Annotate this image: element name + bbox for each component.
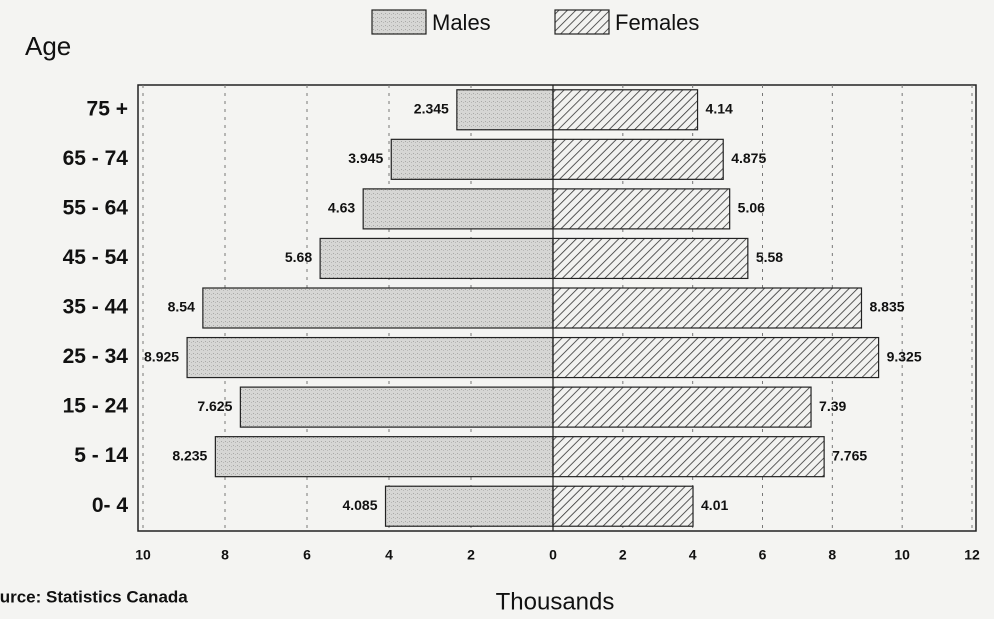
- data-label: 7.39: [819, 398, 846, 414]
- data-label: 8.925: [144, 348, 179, 364]
- bar: [384, 485, 554, 527]
- data-label: 7.765: [832, 447, 867, 463]
- bar: [552, 188, 731, 230]
- x-tick-label: 6: [303, 547, 311, 563]
- y-tick-label: 0- 4: [92, 494, 129, 517]
- x-tick-label: 4: [385, 547, 393, 563]
- bar: [552, 386, 812, 428]
- bar: [552, 237, 749, 280]
- x-tick-label: 6: [759, 547, 767, 563]
- bar: [456, 89, 554, 131]
- y-tick-label: 65 - 74: [63, 147, 129, 170]
- data-label: 5.06: [738, 200, 765, 216]
- legend-label: Females: [615, 10, 699, 35]
- data-label: 5.58: [756, 249, 783, 265]
- data-label: 9.325: [887, 348, 922, 364]
- x-tick-label: 8: [221, 547, 229, 563]
- x-tick-label: 8: [828, 547, 836, 563]
- bar: [390, 138, 554, 180]
- y-tick-label: 35 - 44: [63, 296, 129, 319]
- data-label: 4.01: [701, 497, 728, 513]
- bar: [552, 287, 863, 329]
- x-tick-label: 2: [467, 547, 475, 563]
- bar: [552, 138, 724, 180]
- source-note: Source: Statistics Canada: [0, 587, 188, 606]
- bar: [186, 336, 554, 379]
- x-tick-label: 10: [135, 547, 151, 563]
- data-label: 7.625: [197, 398, 232, 414]
- bar: [202, 287, 554, 329]
- bar: [214, 436, 554, 478]
- bar: [239, 386, 554, 428]
- x-tick-label: 2: [619, 547, 627, 563]
- x-tick-label: 4: [689, 547, 697, 563]
- data-label: 4.14: [706, 100, 733, 116]
- x-tick-label: 0: [549, 547, 557, 563]
- bar: [552, 89, 699, 131]
- data-label: 8.835: [869, 299, 904, 315]
- data-label: 8.235: [172, 447, 207, 463]
- bar: [552, 436, 825, 478]
- data-label: 5.68: [285, 249, 312, 265]
- data-label: 8.54: [168, 299, 195, 315]
- chart-title: Age: [25, 31, 71, 61]
- y-tick-label: 25 - 34: [63, 345, 129, 368]
- legend-label: Males: [432, 10, 491, 35]
- bar: [552, 336, 880, 379]
- y-tick-label: 45 - 54: [63, 246, 129, 269]
- x-tick-label: 12: [964, 547, 980, 563]
- data-label: 2.345: [414, 100, 449, 116]
- bar: [319, 237, 554, 280]
- x-tick-label: 10: [894, 547, 910, 563]
- bar: [362, 188, 554, 230]
- legend-swatch: [554, 9, 610, 35]
- y-tick-label: 5 - 14: [74, 444, 128, 467]
- bar: [552, 485, 694, 527]
- data-label: 4.63: [328, 200, 355, 216]
- legend-swatch: [371, 9, 427, 35]
- data-label: 4.875: [731, 150, 766, 166]
- data-label: 4.085: [342, 497, 377, 513]
- plot-frame: [137, 84, 977, 532]
- y-tick-label: 75 +: [87, 97, 128, 120]
- y-tick-label: 55 - 64: [63, 196, 129, 219]
- y-tick-label: 15 - 24: [63, 395, 129, 418]
- data-label: 3.945: [348, 150, 383, 166]
- x-axis-label: Thousands: [496, 588, 615, 615]
